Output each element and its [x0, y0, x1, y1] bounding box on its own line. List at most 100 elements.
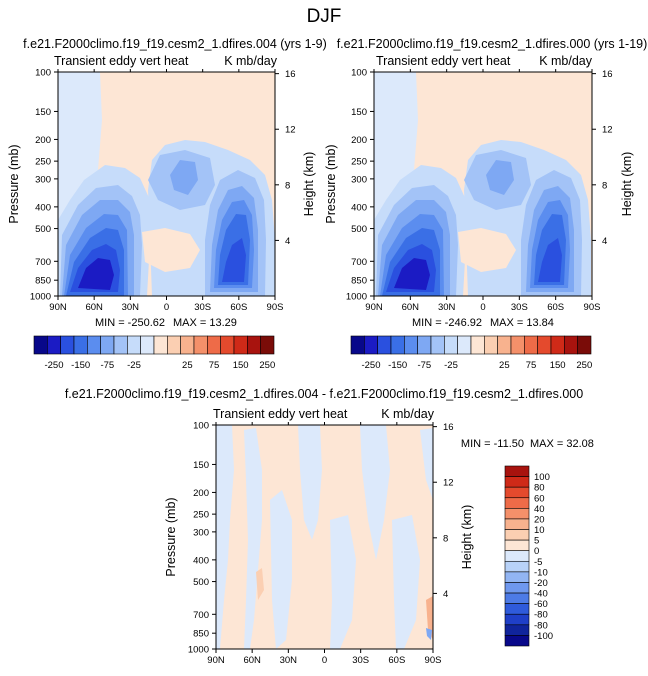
colorbar-box	[484, 335, 498, 355]
colorbar-box	[113, 335, 128, 355]
y-tick-label: 1000	[346, 292, 367, 303]
colorbar-box	[504, 635, 530, 647]
y2-tick-label: 4	[443, 589, 448, 600]
y-tick-label: 500	[193, 577, 209, 588]
y2-tick-label: 8	[602, 180, 607, 191]
colorbar-box	[504, 508, 530, 520]
colorbar-label: 100	[534, 472, 550, 483]
y-tick-label: 400	[193, 555, 209, 566]
y-tick-label: 1000	[30, 292, 51, 303]
colorbar-box	[153, 335, 168, 355]
x-tick-label: 30N	[438, 302, 456, 313]
colorbar-box	[87, 335, 101, 355]
y-tick-label: 300	[351, 174, 367, 185]
colorbar-label: -80	[534, 620, 548, 631]
panel-2-axes: 90N 60N 30N 0 30S 60S 90S 100 150 200 250 300 400 500…	[346, 68, 613, 314]
y-tick-label: 700	[351, 257, 367, 268]
y2-tick-label: 12	[602, 125, 613, 136]
colorbar-label: -40	[534, 589, 548, 600]
y-tick-label: 150	[193, 460, 209, 471]
colorbar-box	[193, 335, 208, 355]
field-weak-neg	[298, 425, 322, 540]
y-tick-label: 500	[351, 224, 367, 235]
panel-2-ylabel: Pressure (mb)	[324, 144, 338, 223]
colorbar-box	[430, 335, 445, 355]
field-positive-patch	[426, 596, 433, 640]
field-weak-neg	[330, 515, 356, 649]
panel-3-title: f.e21.F2000climo.f19_f19.cesm2_1.dfires.…	[65, 387, 583, 401]
x-tick-label: 90S	[425, 655, 442, 666]
field-positive-patch	[142, 228, 200, 272]
y2-tick-label: 4	[602, 236, 607, 247]
colorbar-label: 75	[209, 360, 220, 371]
panel-1-left-label: Transient eddy vert heat	[54, 54, 189, 68]
colorbar-box	[390, 335, 405, 355]
panel-2-min: MIN = -246.92	[412, 317, 482, 329]
field-contour-level	[78, 258, 114, 290]
panel-3-ylabel: Pressure (mb)	[164, 497, 178, 576]
colorbar-box	[33, 335, 48, 355]
y-tick-label: 300	[35, 174, 51, 185]
colorbar-label: -250	[361, 360, 380, 371]
colorbar-label: -150	[71, 360, 90, 371]
panel-1-ylabel: Pressure (mb)	[7, 144, 21, 223]
y-tick-label: 200	[193, 488, 209, 499]
colorbar-label: 25	[499, 360, 510, 371]
colorbar-label: 25	[182, 360, 193, 371]
y-tick-label: 200	[35, 135, 51, 146]
colorbar-label: 5	[534, 536, 539, 547]
x-tick-label: 30S	[511, 302, 528, 313]
x-tick-label: 60N	[402, 302, 420, 313]
colorbar-box	[457, 335, 472, 355]
y-tick-label: 200	[351, 135, 367, 146]
colorbar-box	[60, 335, 75, 355]
x-tick-label: 0	[322, 655, 327, 666]
y-tick-label: 850	[351, 276, 367, 287]
panel-2: f.e21.F2000climo.f19_f19.cesm2_1.dfires.…	[324, 37, 647, 329]
colorbar-box	[180, 335, 195, 355]
x-tick-label: 60S	[388, 655, 405, 666]
field-positive-patch	[458, 228, 516, 272]
colorbar-box	[504, 560, 530, 573]
x-tick-label: 30N	[122, 302, 140, 313]
field-weak-neg	[270, 490, 292, 649]
field-contour-level	[170, 160, 198, 195]
panel-3-min: MIN = -11.50	[461, 438, 524, 450]
panel-3-max: MAX = 32.08	[530, 438, 594, 450]
y-tick-label: 300	[193, 527, 209, 538]
panel-1: f.e21.F2000climo.f19_f19.cesm2_1.dfires.…	[7, 37, 327, 329]
colorbar-label: -150	[388, 360, 407, 371]
panel-1-axes: 90N 60N 30N 0 30S 60S 90S 100 150 200 250 300 400 500…	[30, 68, 296, 314]
colorbar-label: -25	[127, 360, 141, 371]
y-tick-label: 700	[193, 610, 209, 621]
field-contour-level	[538, 238, 562, 282]
y-tick-label: 1000	[188, 645, 209, 656]
panel-2-title: f.e21.F2000climo.f19_f19.cesm2_1.dfires.…	[337, 37, 648, 51]
colorbar-box	[444, 335, 458, 355]
panel-3-left-label: Transient eddy vert heat	[213, 407, 348, 421]
x-tick-label: 90N	[365, 302, 383, 313]
y2-tick-label: 16	[443, 422, 454, 433]
colorbar-label: -10	[534, 567, 548, 578]
panel-3: f.e21.F2000climo.f19_f19.cesm2_1.dfires.…	[65, 387, 594, 666]
panel-3-field	[216, 425, 433, 649]
panel-3-y2label: Height (km)	[460, 505, 474, 570]
colorbar-box	[220, 335, 235, 355]
y2-tick-label: 8	[285, 180, 290, 191]
colorbar-box	[233, 335, 248, 355]
colorbar-box	[73, 335, 88, 355]
colorbar-box	[577, 335, 592, 355]
field-negative-patch	[426, 628, 432, 640]
colorbar-box	[167, 335, 181, 355]
panel-1-right-label: K mb/day	[224, 54, 278, 68]
colorbar-box	[564, 335, 578, 355]
colorbar-label: 60	[534, 493, 545, 504]
x-tick-label: 90N	[49, 302, 67, 313]
panel-2-field	[374, 72, 592, 296]
colorbar-label: 10	[534, 525, 545, 536]
x-tick-label: 60N	[85, 302, 103, 313]
colorbar-label: -75	[417, 360, 431, 371]
colorbar-box	[504, 592, 530, 604]
panel-1-max: MAX = 13.29	[173, 317, 237, 329]
